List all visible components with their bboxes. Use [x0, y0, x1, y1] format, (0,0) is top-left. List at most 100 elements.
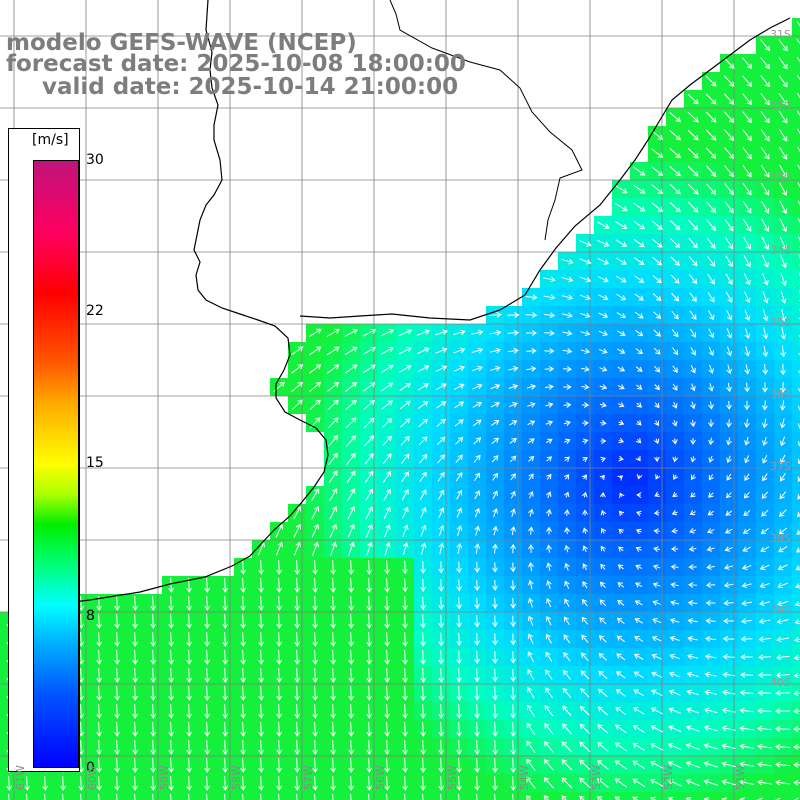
wind-arrow: [366, 649, 373, 665]
wind-arrow: [653, 456, 660, 463]
wind-arrow: [580, 688, 590, 698]
wind-arrow: [669, 183, 681, 195]
wind-arrow: [402, 721, 409, 737]
wind-arrow: [240, 649, 247, 665]
wind-arrow: [743, 255, 751, 268]
wind-arrow: [328, 470, 338, 484]
wind-arrow: [186, 721, 193, 737]
wind-arrow: [690, 401, 696, 410]
wind-arrow: [132, 667, 139, 683]
wind-arrow: [726, 309, 733, 321]
wind-cell: [612, 792, 630, 800]
wind-arrow: [721, 689, 736, 696]
wind-cell: [648, 792, 666, 800]
wind-arrow: [222, 631, 229, 647]
wind-arrow: [132, 721, 139, 737]
wind-arrow: [617, 475, 624, 481]
wind-arrow: [596, 759, 609, 770]
wind-arrow: [797, 476, 800, 482]
wind-arrow: [688, 582, 697, 588]
wind-arrow: [617, 366, 626, 372]
wind-arrow: [527, 597, 534, 608]
wind-arrow: [579, 705, 590, 716]
wind-arrow: [562, 705, 572, 717]
wind-arrow: [527, 651, 534, 663]
wind-cell: [720, 792, 738, 800]
wind-arrow: [348, 775, 355, 791]
wind-arrow: [150, 739, 157, 755]
wind-arrow: [168, 577, 175, 593]
wind-arrow: [402, 560, 409, 575]
coastline-south: [299, 17, 791, 321]
wind-arrow: [114, 721, 121, 737]
wind-arrow: [366, 595, 373, 611]
wind-arrow: [258, 721, 265, 737]
wind-arrow: [330, 739, 337, 755]
wind-arrow: [721, 707, 736, 714]
wind-arrow: [96, 649, 103, 665]
wind-arrow: [275, 541, 283, 556]
wind-arrow: [617, 582, 625, 588]
wind-arrow: [510, 633, 517, 646]
wind-arrow: [634, 293, 644, 301]
wind-arrow: [526, 758, 536, 771]
wind-arrow: [294, 775, 301, 791]
wind-arrow: [726, 328, 733, 339]
wind-arrow: [492, 543, 498, 554]
wind-arrow: [581, 366, 590, 372]
wind-cell: [540, 792, 558, 800]
wind-arrow: [456, 542, 463, 555]
wind-arrow: [580, 652, 589, 662]
wind-arrow: [330, 775, 337, 791]
wind-arrow: [632, 760, 646, 770]
wind-arrow: [186, 649, 193, 665]
wind-arrow: [329, 523, 337, 538]
wind-arrow: [204, 721, 211, 737]
wind-arrow: [689, 528, 697, 534]
wind-arrow: [724, 129, 735, 142]
wind-arrow: [222, 667, 229, 683]
wind-arrow: [312, 739, 319, 755]
wind-arrow: [240, 703, 247, 719]
wind-arrow: [762, 363, 769, 375]
wind-arrow: [240, 757, 247, 773]
wind-arrow: [779, 400, 786, 411]
wind-arrow: [222, 757, 229, 773]
wind-arrow: [744, 400, 750, 411]
wind-arrow: [632, 778, 646, 788]
wind-arrow: [437, 489, 445, 500]
wind-arrow: [776, 636, 789, 643]
wind-arrow: [527, 669, 535, 681]
wind-arrow: [330, 721, 337, 737]
wind-arrow: [670, 582, 679, 588]
wind-arrow: [673, 474, 679, 480]
wind-arrow: [294, 721, 301, 737]
wind-arrow: [706, 255, 716, 267]
wind-arrow: [168, 757, 175, 773]
wind-arrow: [744, 455, 750, 464]
wind-cell: [792, 288, 800, 306]
wind-arrow: [347, 505, 356, 520]
wind-arrow: [616, 635, 626, 643]
wind-arrow: [724, 111, 735, 123]
wind-arrow: [384, 721, 391, 737]
wind-arrow: [456, 507, 463, 518]
wind-arrow: [564, 438, 571, 444]
wind-arrow: [384, 578, 391, 593]
wind-arrow: [314, 793, 316, 800]
wind-arrow: [384, 524, 391, 538]
wind-cell: [792, 594, 800, 612]
wind-arrow: [401, 471, 409, 483]
wind-arrow: [778, 546, 788, 553]
wind-arrow: [276, 613, 283, 629]
wind-arrow: [690, 365, 696, 374]
wind-arrow: [366, 703, 373, 719]
wind-arrow: [651, 238, 663, 248]
wind-arrow: [726, 346, 733, 357]
wind-arrow: [186, 595, 193, 611]
wind-arrow: [296, 793, 298, 800]
wind-arrow: [561, 723, 572, 735]
lon-label: 60W: [86, 765, 99, 790]
wind-arrow: [345, 417, 357, 429]
wind-arrow: [471, 347, 484, 354]
